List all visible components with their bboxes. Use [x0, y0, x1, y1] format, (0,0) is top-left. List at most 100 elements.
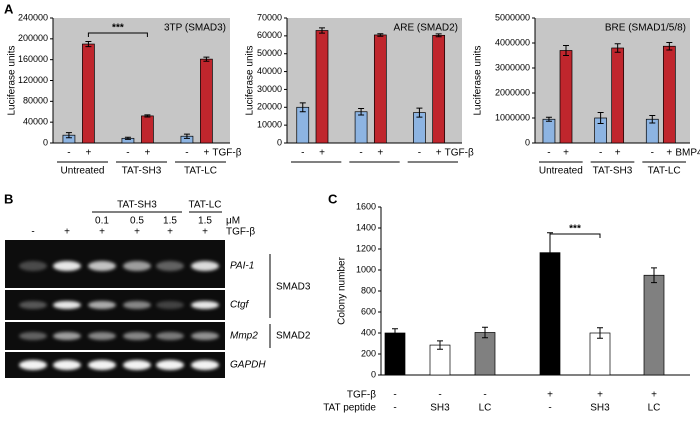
panel-label: C	[328, 191, 338, 206]
chart-title: BRE (SMAD1/5/8)	[605, 23, 686, 34]
error-bar	[435, 33, 442, 38]
y-tick-label: 60000	[257, 30, 282, 40]
y-axis-label: Luciferase units	[245, 45, 256, 115]
group-label: TAT-SH3	[122, 166, 162, 177]
row-cell: +	[651, 390, 657, 401]
bar	[474, 332, 496, 376]
gel-band	[156, 360, 184, 370]
gene-label: GAPDH	[230, 360, 266, 371]
row-label: TAT peptide	[323, 403, 376, 414]
error-bar	[651, 267, 657, 284]
x-tick-label: +	[85, 148, 91, 159]
y-tick-label: 2000000	[495, 87, 530, 97]
y-tick-label: 0	[43, 137, 48, 147]
y-tick-label: 400	[361, 327, 376, 337]
peptide-label: TAT-LC	[189, 200, 222, 211]
error-bar	[392, 328, 398, 338]
gel-band	[19, 360, 47, 370]
panel-label: A	[4, 1, 14, 16]
y-tick-label: 0	[277, 137, 282, 147]
concentration: 1.5	[163, 216, 177, 227]
x-tick-label: -	[359, 148, 362, 159]
y-tick-label: 70000	[257, 12, 282, 22]
x-tick-label: +	[615, 148, 621, 159]
y-axis-label: Luciferase units	[473, 45, 484, 115]
panel-label: B	[4, 191, 13, 206]
error-bar	[666, 42, 673, 51]
error-bar	[203, 56, 210, 62]
row-label: TGF-β	[347, 390, 376, 401]
treatment-sign: +	[64, 227, 70, 238]
y-tick-label: 0	[525, 137, 530, 147]
bar	[141, 115, 154, 144]
bar	[589, 332, 611, 376]
y-axis-label: Luciferase units	[7, 45, 18, 115]
group-label: TAT-LC	[184, 166, 217, 177]
significance-bracket	[549, 233, 601, 238]
gel-band	[191, 301, 219, 309]
bar	[662, 45, 676, 144]
error-bar	[144, 114, 151, 118]
gel-band	[123, 301, 151, 309]
gel-band	[53, 261, 81, 271]
row-cell: -	[483, 390, 486, 401]
row-cell: SH3	[430, 403, 450, 414]
x-tick-label: -	[547, 148, 550, 159]
y-tick-label: 200000	[18, 33, 48, 43]
gel-band	[19, 332, 47, 340]
treatment-sign: +	[202, 227, 208, 238]
y-tick-label: 5000000	[495, 12, 530, 22]
error-bar	[183, 133, 190, 139]
y-tick-label: 200	[361, 348, 376, 358]
y-tick-label: 4000000	[495, 37, 530, 47]
y-tick-label: 1000000	[495, 112, 530, 122]
y-tick-label: 40000	[23, 117, 48, 127]
bar	[296, 106, 310, 144]
y-tick-label: 50000	[257, 48, 282, 58]
x-tick-label: +	[666, 148, 672, 159]
gel-band	[191, 360, 219, 370]
y-tick-label: 600	[361, 306, 376, 316]
y-tick-label: 240000	[18, 12, 48, 22]
bar	[373, 34, 387, 144]
gene-label: Ctgf	[230, 300, 250, 311]
x-tick-label: +	[436, 148, 442, 159]
x-tick-label: +	[203, 148, 209, 159]
bar	[611, 47, 625, 144]
treatment-label: BMP4	[675, 148, 700, 159]
gel-band	[123, 360, 151, 370]
y-tick-label: 80000	[23, 96, 48, 106]
y-axis-label: Colony number	[337, 256, 348, 324]
row-cell: -	[393, 390, 396, 401]
bar	[82, 43, 95, 144]
bar	[384, 332, 406, 376]
concentration: 0.5	[130, 216, 144, 227]
gel-band	[156, 332, 184, 340]
treatment-label: TGF-β	[226, 227, 255, 238]
gel-band	[53, 301, 81, 309]
error-bar	[597, 327, 603, 339]
row-cell: LC	[479, 403, 492, 414]
pathway-label: SMAD3	[276, 282, 311, 293]
error-bar	[124, 136, 131, 140]
group-label: Untreated	[61, 166, 105, 177]
y-tick-label: 160000	[18, 54, 48, 64]
bar	[432, 34, 446, 144]
row-cell: +	[597, 390, 603, 401]
treatment-sign: -	[31, 227, 34, 238]
error-bar	[547, 232, 553, 274]
treatment-label: TGF-β	[445, 148, 474, 159]
row-cell: LC	[648, 403, 661, 414]
bar	[643, 274, 665, 376]
x-tick-label: -	[301, 148, 304, 159]
error-bar	[597, 112, 604, 124]
bar	[542, 118, 556, 144]
x-tick-label: -	[185, 148, 188, 159]
x-tick-label: -	[651, 148, 654, 159]
treatment-sign: +	[167, 227, 173, 238]
bar	[200, 58, 213, 144]
gel-band	[88, 360, 116, 370]
x-tick-label: +	[377, 148, 383, 159]
gel-band	[191, 332, 219, 340]
